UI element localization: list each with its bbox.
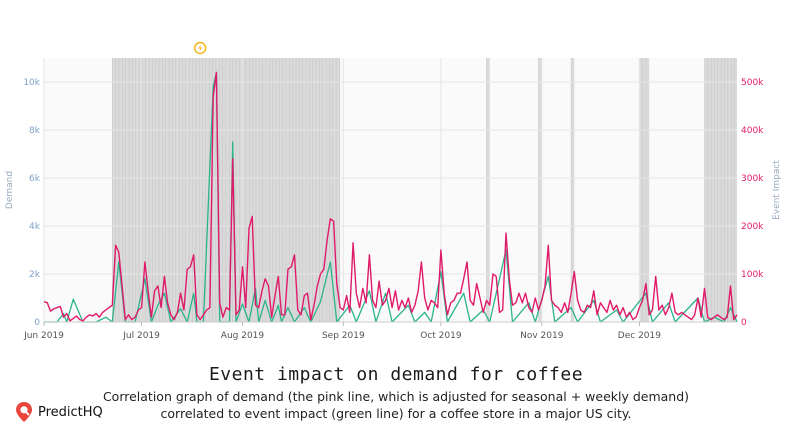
y2-tick-label: 200k <box>741 222 764 232</box>
shaded-period <box>639 58 650 322</box>
shaded-periods <box>44 58 737 322</box>
y2-axis-label: Event Impact <box>772 160 782 220</box>
location-pin-icon <box>16 402 32 422</box>
y-tick-label: 8k <box>29 126 41 136</box>
event-marker[interactable] <box>193 41 207 55</box>
demand-line <box>43 71 738 322</box>
y-tick-label: 4k <box>29 222 41 232</box>
shaded-period <box>538 58 542 322</box>
shaded-period <box>486 58 490 322</box>
x-tick-label: Aug 2019 <box>221 331 265 341</box>
brand-name: PredictHQ <box>38 404 103 420</box>
brand-logo: PredictHQ <box>16 402 103 422</box>
y2-tick-label: 500k <box>741 78 764 88</box>
y-tick-label: 6k <box>29 174 41 184</box>
event-impact-line <box>44 71 738 323</box>
x-tick-label: Jul 2019 <box>122 331 160 341</box>
y-tick-label: 10k <box>23 78 40 88</box>
shaded-period <box>571 58 575 322</box>
y-tick-label: 2k <box>29 270 41 280</box>
x-tick-label: Jun 2019 <box>23 331 64 341</box>
y-axis-label: Demand <box>5 171 15 209</box>
caption-subtitle: Correlation graph of demand (the pink li… <box>102 389 690 421</box>
y2-tick-label: 0 <box>741 318 747 328</box>
lightning-bolt-glyph <box>198 44 203 52</box>
chart-area: Jun 2019 Jul 2019 Aug 2019 Sep 2019 Oct 2019… <box>0 38 792 348</box>
y-tick-label: 0 <box>34 318 40 328</box>
x-tick-label: Oct 2019 <box>420 331 462 341</box>
x-tick-label: Sep 2019 <box>322 331 365 341</box>
x-tick-label: Nov 2019 <box>520 331 564 341</box>
y2-tick-label: 400k <box>741 126 764 136</box>
caption-title: Event impact on demand for coffee <box>208 364 584 385</box>
y2-tick-label: 100k <box>741 270 764 280</box>
chart-svg: Jun 2019 Jul 2019 Aug 2019 Sep 2019 Oct 2019… <box>5 41 782 341</box>
series-lines <box>43 71 738 323</box>
shaded-period <box>112 58 341 322</box>
x-tick-label: Dec 2019 <box>618 331 661 341</box>
y2-tick-label: 300k <box>741 174 764 184</box>
axes: Jun 2019 Jul 2019 Aug 2019 Sep 2019 Oct 2019… <box>5 78 782 341</box>
shaded-period <box>704 58 737 322</box>
